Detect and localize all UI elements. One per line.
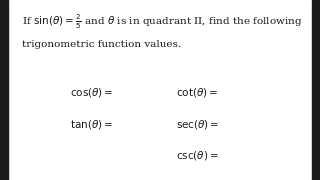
Text: $\cos(\theta) =$: $\cos(\theta) =$ (70, 86, 114, 99)
Text: $\sec(\theta) =$: $\sec(\theta) =$ (176, 118, 220, 131)
Bar (312, 0, 320, 180)
Text: $\cot(\theta) =$: $\cot(\theta) =$ (176, 86, 218, 99)
Text: If $\sin(\theta) = \frac{2}{5}$ and $\theta$ is in quadrant II, find the followi: If $\sin(\theta) = \frac{2}{5}$ and $\th… (22, 13, 303, 31)
Text: $\tan(\theta) =$: $\tan(\theta) =$ (70, 118, 114, 131)
Text: trigonometric function values.: trigonometric function values. (22, 40, 181, 49)
Bar (0, 0, 8, 180)
Text: $\csc(\theta) =$: $\csc(\theta) =$ (176, 149, 219, 162)
